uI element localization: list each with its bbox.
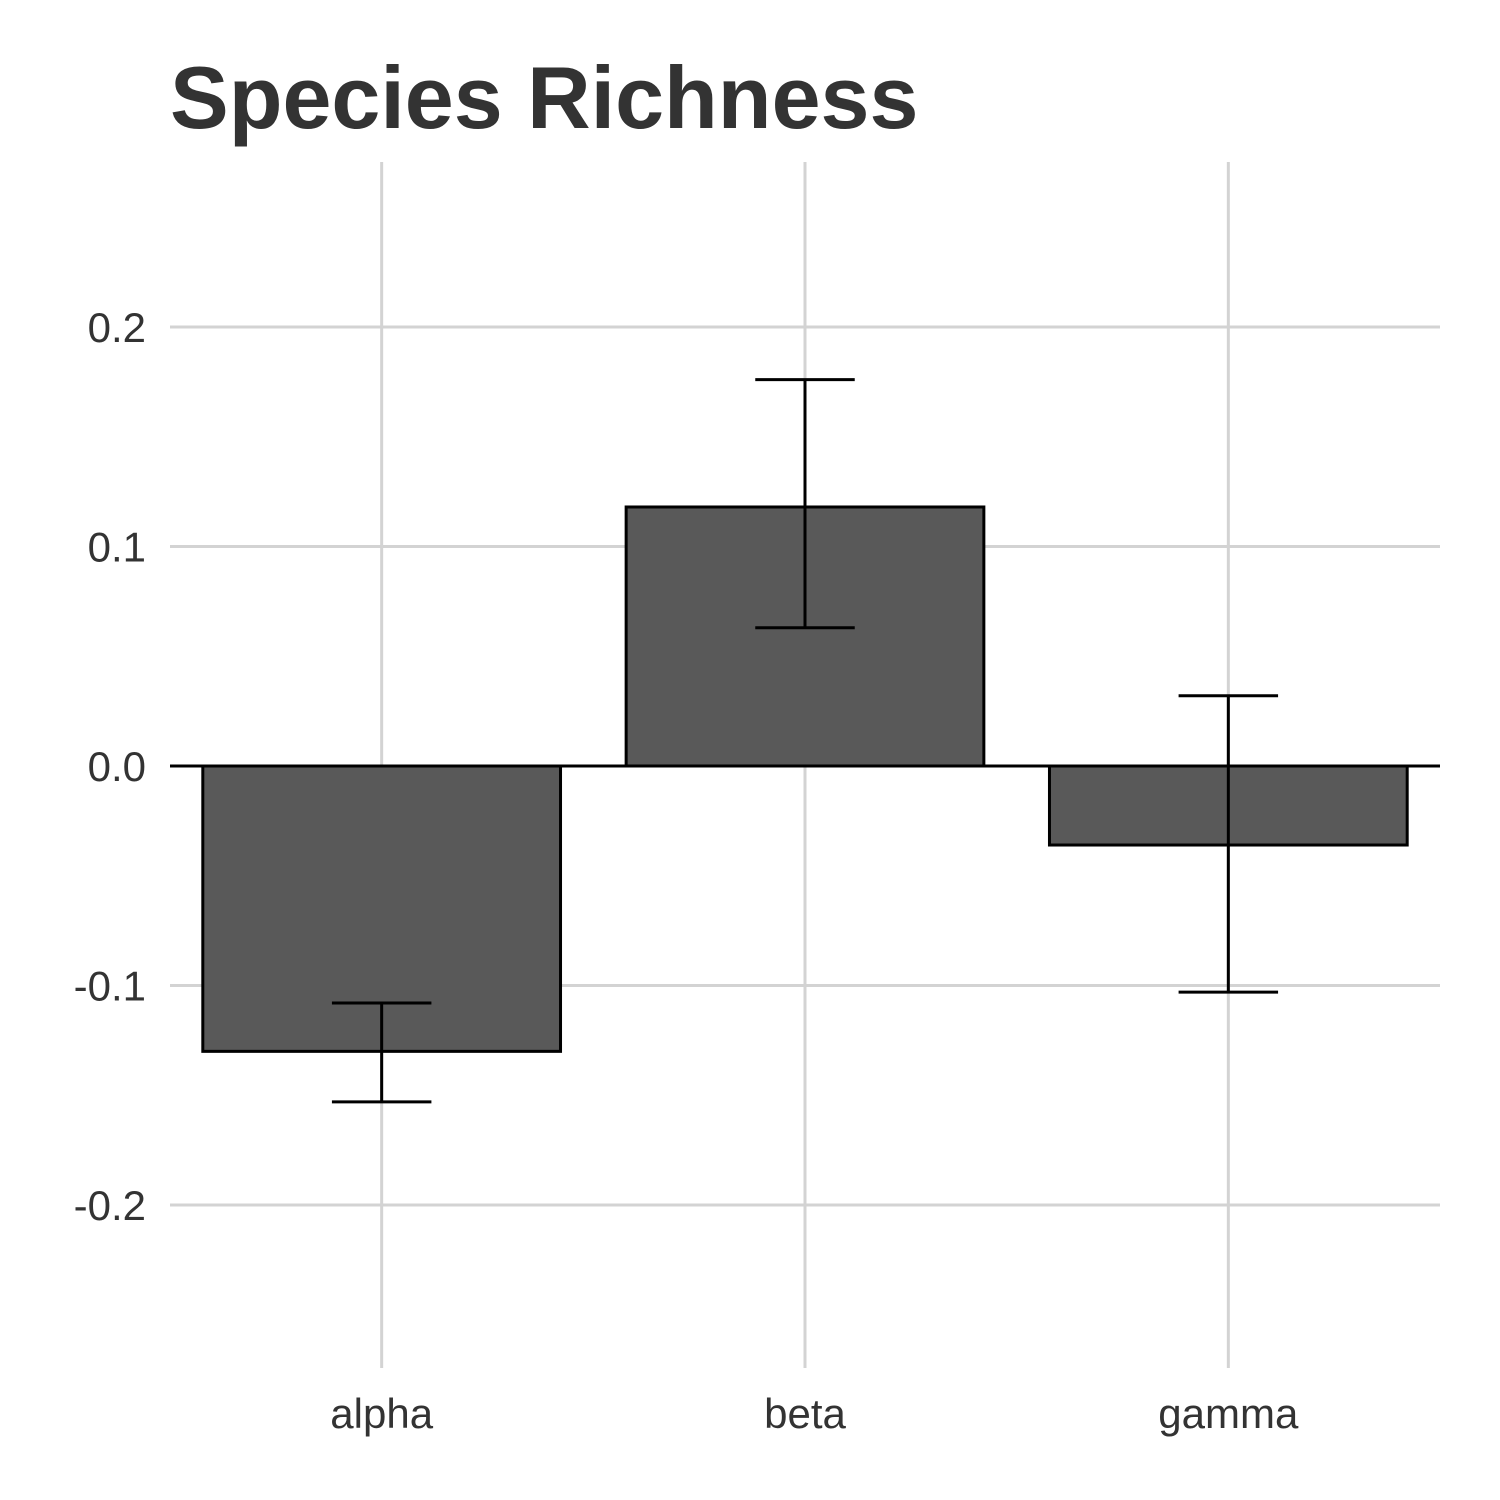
y-tick-label: 0.2 — [88, 304, 146, 351]
y-tick-label: 0.0 — [88, 743, 146, 790]
y-tick-label: 0.1 — [88, 524, 146, 571]
error-bar-gamma — [1178, 694, 1279, 994]
x-tick-label-alpha: alpha — [330, 1390, 433, 1437]
error-layer — [331, 378, 1279, 1104]
error-bar-alpha — [331, 1001, 432, 1104]
x-tick-label-gamma: gamma — [1158, 1390, 1299, 1437]
y-tick-label: -0.1 — [74, 963, 146, 1010]
label-layer: 0.2 0.1 0.0 -0.1 -0.2 alpha beta gamma — [74, 304, 1299, 1437]
x-tick-label-beta: beta — [764, 1390, 846, 1437]
error-bar-beta — [755, 378, 855, 630]
y-tick-label: -0.2 — [74, 1182, 146, 1229]
chart-title: Species Richness — [170, 48, 918, 147]
